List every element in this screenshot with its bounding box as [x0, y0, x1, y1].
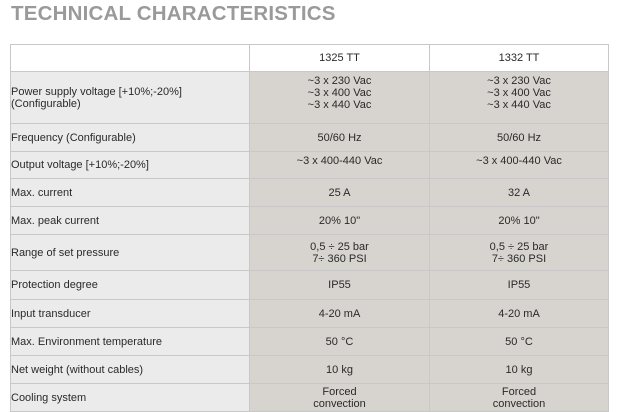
table-row: Net weight (without cables) 10 kg 10 kg: [10, 355, 609, 384]
header-blank-cell: [10, 44, 250, 72]
value-cell: 25 A: [249, 178, 430, 207]
row-label: Protection degree: [10, 270, 250, 300]
row-label: Power supply voltage [+10%;-20%] (Config…: [10, 71, 250, 124]
value-cell: 4-20 mA: [429, 299, 609, 328]
value-line: ~3 x 440 Vac: [487, 99, 551, 111]
value-cell: 20% 10": [249, 206, 430, 235]
row-label: Net weight (without cables): [10, 355, 250, 384]
table-row: Power supply voltage [+10%;-20%] (Config…: [10, 71, 609, 124]
value-line: 0,5 ÷ 25 bar: [310, 240, 369, 253]
value-cell: 10 kg: [249, 355, 430, 384]
row-label: Frequency (Configurable): [10, 123, 250, 152]
value-line: convection: [492, 397, 546, 410]
value-cell: ~3 x 230 Vac ~3 x 400 Vac ~3 x 440 Vac: [249, 71, 430, 124]
row-label: Range of set pressure: [10, 234, 250, 271]
value-line: ~3 x 440 Vac: [307, 99, 372, 111]
value-cell: 32 A: [429, 178, 609, 207]
model-header-1332: 1332 TT: [429, 44, 609, 72]
model-header-1325: 1325 TT: [249, 44, 430, 72]
table-row: Protection degree IP55 IP55: [10, 270, 609, 300]
value-cell: Forced convection: [249, 383, 430, 412]
value-cell: 0,5 ÷ 25 bar 7÷ 360 PSI: [429, 234, 609, 271]
value-cell: ~3 x 400-440 Vac: [249, 151, 430, 179]
row-label: Input transducer: [10, 299, 250, 328]
table-row: Output voltage [+10%;-20%] ~3 x 400-440 …: [10, 151, 609, 179]
value-cell: 10 kg: [429, 355, 609, 384]
value-cell: Forced convection: [429, 383, 609, 412]
value-cell: 50/60 Hz: [249, 123, 430, 152]
table-row: Frequency (Configurable) 50/60 Hz 50/60 …: [10, 123, 609, 152]
table-row: Input transducer 4-20 mA 4-20 mA: [10, 299, 609, 328]
value-line: ~3 x 230 Vac: [487, 75, 551, 87]
value-cell: 20% 10": [429, 206, 609, 235]
value-cell: 50/60 Hz: [429, 123, 609, 152]
value-cell: 50 °C: [429, 327, 609, 356]
value-cell: ~3 x 400-440 Vac: [429, 151, 609, 179]
table-row: Max. current 25 A 32 A: [10, 178, 609, 207]
row-label: Max. Environment temperature: [10, 327, 250, 356]
value-line: Forced: [322, 385, 357, 398]
value-cell: 0,5 ÷ 25 bar 7÷ 360 PSI: [249, 234, 430, 271]
value-line: 7÷ 360 PSI: [491, 252, 547, 265]
row-label: Cooling system: [10, 383, 250, 412]
value-cell: 4-20 mA: [249, 299, 430, 328]
table-row: Max. Environment temperature 50 °C 50 °C: [10, 327, 609, 356]
value-line: convection: [313, 397, 366, 410]
table-row: Range of set pressure 0,5 ÷ 25 bar 7÷ 36…: [10, 234, 609, 271]
value-line: ~3 x 400 Vac: [307, 87, 372, 99]
value-line: 0,5 ÷ 25 bar: [489, 240, 549, 253]
header-row: 1325 TT 1332 TT: [10, 44, 609, 72]
value-cell: IP55: [249, 270, 430, 300]
table-row: Max. peak current 20% 10" 20% 10": [10, 206, 609, 235]
value-line: 7÷ 360 PSI: [312, 252, 367, 265]
page-title: TECHNICAL CHARACTERISTICS: [11, 2, 336, 25]
value-line: ~3 x 230 Vac: [307, 75, 372, 87]
spec-table: 1325 TT 1332 TT Power supply voltage [+1…: [10, 44, 609, 412]
row-label-line: (Configurable): [11, 97, 81, 110]
value-cell: 50 °C: [249, 327, 430, 356]
row-label: Max. current: [10, 178, 250, 207]
table-row: Cooling system Forced convection Forced …: [10, 383, 609, 412]
row-label-line: Power supply voltage [+10%;-20%]: [11, 85, 182, 98]
value-cell: ~3 x 230 Vac ~3 x 400 Vac ~3 x 440 Vac: [429, 71, 609, 124]
row-label: Output voltage [+10%;-20%]: [10, 151, 250, 179]
value-line: Forced: [501, 385, 537, 398]
value-line: ~3 x 400 Vac: [487, 87, 551, 99]
value-cell: IP55: [429, 270, 609, 300]
row-label: Max. peak current: [10, 206, 250, 235]
